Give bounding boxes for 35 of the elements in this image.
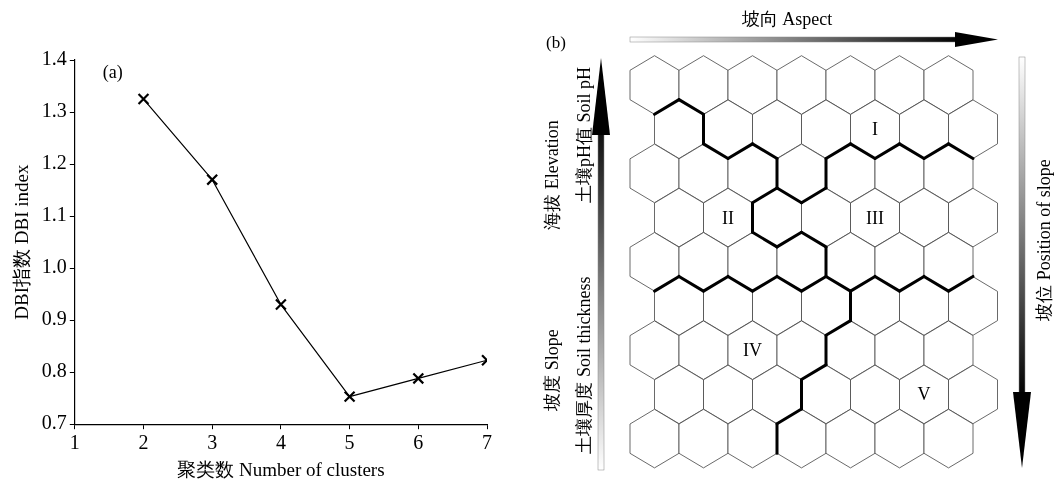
text: IV bbox=[743, 340, 762, 361]
x-tick-label: 6 bbox=[413, 431, 424, 454]
y-axis-title: DBI指数 DBI index bbox=[11, 164, 33, 320]
x-tick-label: 4 bbox=[275, 431, 286, 454]
y-tick-label: 1.1 bbox=[41, 203, 67, 226]
text: 坡位 Position of slope bbox=[1034, 159, 1054, 321]
y-tick-label: 1.3 bbox=[41, 99, 67, 122]
point bbox=[412, 372, 425, 385]
point bbox=[343, 390, 356, 403]
y-tick-label: 0.7 bbox=[41, 411, 67, 434]
x-tick-label: 3 bbox=[207, 431, 218, 454]
point bbox=[137, 92, 150, 106]
text: II bbox=[722, 207, 734, 228]
x-tick-label: 5 bbox=[344, 431, 355, 454]
text: 坡度 Slope bbox=[542, 329, 562, 411]
x-tick-label: 2 bbox=[138, 431, 149, 454]
point bbox=[206, 173, 219, 186]
y-tick-label: 0.8 bbox=[41, 359, 67, 382]
text: (b) bbox=[546, 32, 566, 52]
y-tick-label: 0.9 bbox=[41, 307, 67, 330]
y-tick-label: 1.2 bbox=[41, 151, 67, 174]
text: V bbox=[917, 384, 931, 405]
point bbox=[274, 298, 287, 311]
x-tick-label: 7 bbox=[482, 431, 492, 454]
text: I bbox=[872, 119, 878, 140]
x-axis-title: 聚类数 Number of clusters bbox=[177, 458, 385, 480]
y-tick-label: 1.4 bbox=[41, 47, 67, 70]
chart-title: (a) bbox=[102, 61, 123, 83]
x-tick-label: 1 bbox=[69, 431, 80, 454]
text: 土壤pH值 Soil pH bbox=[574, 66, 594, 204]
text: 坡向 Aspect bbox=[741, 9, 833, 29]
text: 海拔 Elevation bbox=[542, 120, 562, 230]
y-tick-label: 1.0 bbox=[41, 255, 67, 278]
text: 土壤厚度 Soil thickness bbox=[574, 276, 594, 454]
text: III bbox=[866, 207, 884, 228]
